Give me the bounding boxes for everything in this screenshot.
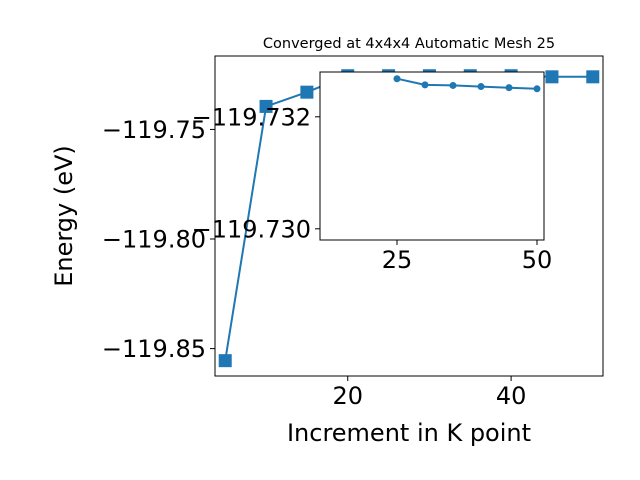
main-data-point	[586, 70, 600, 84]
main-data-point	[218, 354, 232, 368]
main-x-tick-label: 40	[496, 382, 527, 410]
main-x-ticks: 20 40	[332, 376, 526, 410]
main-y-ticks: −119.85 −119.80 −119.75	[102, 116, 215, 363]
inset-data-point	[449, 81, 457, 89]
main-y-tick-label: −119.80	[102, 226, 206, 254]
inset-data-point	[393, 75, 401, 83]
main-data-point	[545, 70, 559, 84]
inset-y-ticks: −119.732 −119.730	[192, 103, 320, 243]
inset-y-tick-label: −119.732	[192, 103, 311, 131]
inset-axes: 25 50 −119.732 −119.730	[192, 71, 553, 274]
inset-data-point	[421, 81, 429, 89]
inset-series-line	[396, 77, 538, 90]
inset-x-tick-label: 25	[382, 246, 413, 274]
inset-series	[393, 75, 541, 93]
inset-x-tick-label: 50	[522, 246, 553, 274]
x-axis-label: Increment in K point	[287, 419, 531, 447]
inset-data-point	[477, 83, 485, 91]
inset-data-point	[533, 85, 541, 93]
main-x-tick-label: 20	[332, 382, 363, 410]
inset-x-ticks: 25 50	[382, 240, 553, 274]
main-data-point	[300, 85, 314, 99]
main-y-tick-label: −119.75	[102, 116, 206, 144]
y-axis-label: Energy (eV)	[50, 145, 78, 287]
inset-data-point	[505, 84, 513, 92]
main-data-point	[259, 99, 273, 113]
chart-title: Converged at 4x4x4 Automatic Mesh 25	[263, 36, 555, 52]
inset-plot-frame	[319, 71, 545, 241]
inset-y-tick-label: −119.730	[192, 215, 311, 243]
main-y-tick-label: −119.85	[102, 335, 206, 363]
